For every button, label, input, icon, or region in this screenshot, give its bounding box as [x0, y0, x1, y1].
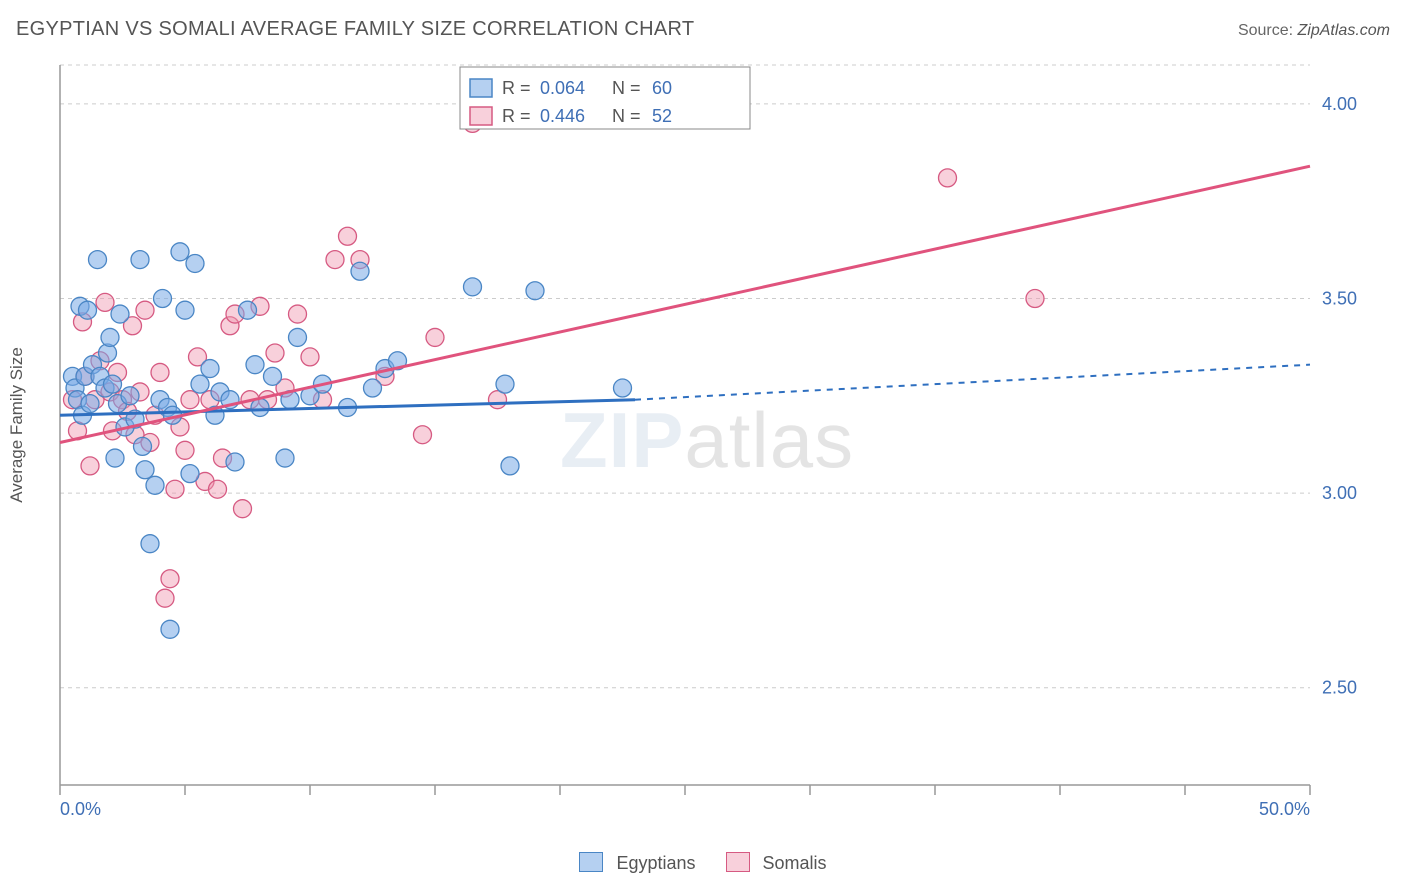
legend-label-somalis: Somalis — [763, 853, 827, 873]
svg-text:3.00: 3.00 — [1322, 483, 1357, 503]
svg-text:R =: R = — [502, 78, 531, 98]
svg-text:0.0%: 0.0% — [60, 799, 101, 819]
scatter-chart: 2.50 3.00 3.50 4.00 R = 0.064 N = 60 R = 0.446 N =… — [50, 55, 1376, 815]
svg-text:0.446: 0.446 — [540, 106, 585, 126]
chart-title: EGYPTIAN VS SOMALI AVERAGE FAMILY SIZE C… — [16, 18, 694, 41]
svg-text:2.50: 2.50 — [1322, 678, 1357, 698]
chart-source: Source: ZipAtlas.com — [1238, 22, 1390, 40]
svg-text:0.064: 0.064 — [540, 78, 585, 98]
svg-text:4.00: 4.00 — [1322, 94, 1357, 114]
svg-text:N =: N = — [612, 106, 641, 126]
legend-swatch-egyptians — [579, 852, 603, 872]
svg-text:50.0%: 50.0% — [1259, 799, 1310, 819]
svg-text:R =: R = — [502, 106, 531, 126]
svg-text:Average Family Size: Average Family Size — [7, 347, 26, 503]
svg-text:N =: N = — [612, 78, 641, 98]
bottom-legend: Egyptians Somalis — [0, 852, 1406, 874]
legend-swatch-somalis — [726, 852, 750, 872]
svg-text:3.50: 3.50 — [1322, 289, 1357, 309]
svg-text:52: 52 — [652, 106, 672, 126]
chart-header: EGYPTIAN VS SOMALI AVERAGE FAMILY SIZE C… — [16, 18, 1390, 41]
plot-area: 2.50 3.00 3.50 4.00 R = 0.064 N = 60 R = 0.446 N =… — [50, 55, 1376, 815]
source-label: Source: — [1238, 22, 1298, 39]
svg-text:60: 60 — [652, 78, 672, 98]
legend-label-egyptians: Egyptians — [616, 853, 695, 873]
source-value: ZipAtlas.com — [1298, 22, 1390, 39]
